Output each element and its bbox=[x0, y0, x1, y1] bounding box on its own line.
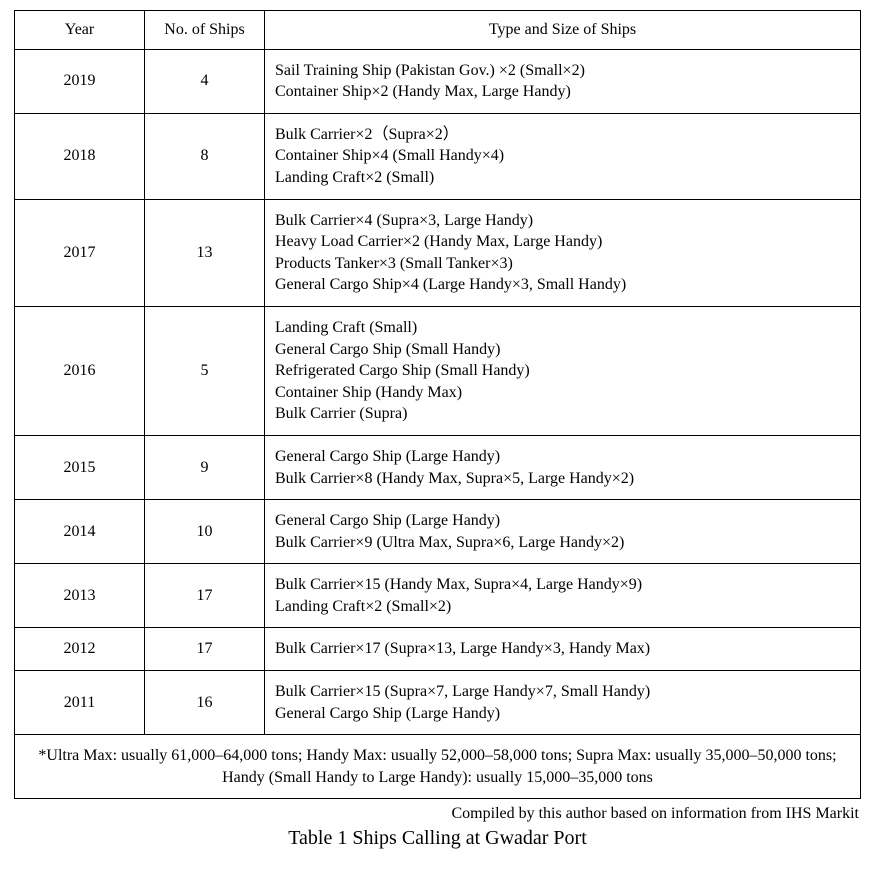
cell-count: 8 bbox=[145, 113, 265, 199]
ships-table: Year No. of Ships Type and Size of Ships… bbox=[14, 10, 861, 799]
col-header-type: Type and Size of Ships bbox=[265, 11, 861, 50]
description-line: Bulk Carrier×8 (Handy Max, Supra×5, Larg… bbox=[275, 468, 850, 490]
table-body: 20194 Sail Training Ship (Pakistan Gov.) … bbox=[15, 49, 861, 735]
col-header-year: Year bbox=[15, 11, 145, 50]
cell-year: 2016 bbox=[15, 306, 145, 435]
description-line: Landing Craft×2 (Small) bbox=[275, 167, 850, 189]
table-footnote-row: *Ultra Max: usually 61,000–64,000 tons; … bbox=[15, 735, 861, 799]
table-row: 201410General Cargo Ship (Large Handy)Bu… bbox=[15, 500, 861, 564]
cell-count: 16 bbox=[145, 671, 265, 735]
description-line: General Cargo Ship×4 (Large Handy×3, Sma… bbox=[275, 274, 850, 296]
table-row: 201317 Bulk Carrier×15 (Handy Max, Supra×… bbox=[15, 564, 861, 628]
cell-count: 9 bbox=[145, 435, 265, 499]
description-line: Bulk Carrier×15 (Handy Max, Supra×4, Lar… bbox=[275, 574, 850, 596]
cell-description: Bulk Carrier×17 (Supra×13, Large Handy×3… bbox=[265, 628, 861, 671]
description-line: Bulk Carrier (Supra) bbox=[275, 403, 850, 425]
table-row: 20188Bulk Carrier×2（Supra×2）Container Sh… bbox=[15, 113, 861, 199]
cell-count: 4 bbox=[145, 49, 265, 113]
description-line: Heavy Load Carrier×2 (Handy Max, Large H… bbox=[275, 231, 850, 253]
source-line: Compiled by this author based on informa… bbox=[14, 799, 861, 825]
table-caption: Table 1 Ships Calling at Gwadar Port bbox=[14, 825, 861, 850]
table-row: 201713Bulk Carrier×4 (Supra×3, Large Han… bbox=[15, 199, 861, 306]
table-footnote: *Ultra Max: usually 61,000–64,000 tons; … bbox=[15, 735, 861, 799]
cell-year: 2011 bbox=[15, 671, 145, 735]
description-line: General Cargo Ship (Large Handy) bbox=[275, 446, 850, 468]
description-line: General Cargo Ship (Small Handy) bbox=[275, 339, 850, 361]
cell-description: Bulk Carrier×15 (Supra×7, Large Handy×7,… bbox=[265, 671, 861, 735]
cell-count: 17 bbox=[145, 628, 265, 671]
cell-description: Sail Training Ship (Pakistan Gov.) ×2 (S… bbox=[265, 49, 861, 113]
page: Year No. of Ships Type and Size of Ships… bbox=[0, 0, 875, 870]
cell-year: 2018 bbox=[15, 113, 145, 199]
description-line: Bulk Carrier×15 (Supra×7, Large Handy×7,… bbox=[275, 681, 850, 703]
description-line: Bulk Carrier×4 (Supra×3, Large Handy) bbox=[275, 210, 850, 232]
col-header-count: No. of Ships bbox=[145, 11, 265, 50]
table-row: 20165Landing Craft (Small)General Cargo … bbox=[15, 306, 861, 435]
cell-count: 5 bbox=[145, 306, 265, 435]
description-line: Refrigerated Cargo Ship (Small Handy) bbox=[275, 360, 850, 382]
cell-description: Landing Craft (Small)General Cargo Ship … bbox=[265, 306, 861, 435]
cell-year: 2017 bbox=[15, 199, 145, 306]
cell-description: Bulk Carrier×15 (Handy Max, Supra×4, Lar… bbox=[265, 564, 861, 628]
cell-year: 2019 bbox=[15, 49, 145, 113]
cell-description: Bulk Carrier×4 (Supra×3, Large Handy)Hea… bbox=[265, 199, 861, 306]
cell-description: Bulk Carrier×2（Supra×2）Container Ship×4 … bbox=[265, 113, 861, 199]
description-line: General Cargo Ship (Large Handy) bbox=[275, 510, 850, 532]
cell-count: 13 bbox=[145, 199, 265, 306]
cell-description: General Cargo Ship (Large Handy)Bulk Car… bbox=[265, 500, 861, 564]
table-header-row: Year No. of Ships Type and Size of Ships bbox=[15, 11, 861, 50]
description-line: Bulk Carrier×17 (Supra×13, Large Handy×3… bbox=[275, 638, 850, 660]
table-row: 20159General Cargo Ship (Large Handy)Bul… bbox=[15, 435, 861, 499]
cell-description: General Cargo Ship (Large Handy)Bulk Car… bbox=[265, 435, 861, 499]
cell-year: 2013 bbox=[15, 564, 145, 628]
cell-year: 2012 bbox=[15, 628, 145, 671]
cell-count: 17 bbox=[145, 564, 265, 628]
description-line: Landing Craft×2 (Small×2) bbox=[275, 596, 850, 618]
cell-count: 10 bbox=[145, 500, 265, 564]
description-line: Sail Training Ship (Pakistan Gov.) ×2 (S… bbox=[275, 60, 850, 82]
cell-year: 2015 bbox=[15, 435, 145, 499]
table-row: 201116 Bulk Carrier×15 (Supra×7, Large Ha… bbox=[15, 671, 861, 735]
description-line: General Cargo Ship (Large Handy) bbox=[275, 703, 850, 725]
description-line: Products Tanker×3 (Small Tanker×3) bbox=[275, 253, 850, 275]
description-line: Bulk Carrier×2（Supra×2） bbox=[275, 124, 850, 146]
table-row: 201217 Bulk Carrier×17 (Supra×13, Large H… bbox=[15, 628, 861, 671]
table-row: 20194 Sail Training Ship (Pakistan Gov.) … bbox=[15, 49, 861, 113]
description-line: Container Ship×2 (Handy Max, Large Handy… bbox=[275, 81, 850, 103]
description-line: Landing Craft (Small) bbox=[275, 317, 850, 339]
description-line: Container Ship×4 (Small Handy×4) bbox=[275, 145, 850, 167]
description-line: Bulk Carrier×9 (Ultra Max, Supra×6, Larg… bbox=[275, 532, 850, 554]
description-line: Container Ship (Handy Max) bbox=[275, 382, 850, 404]
cell-year: 2014 bbox=[15, 500, 145, 564]
